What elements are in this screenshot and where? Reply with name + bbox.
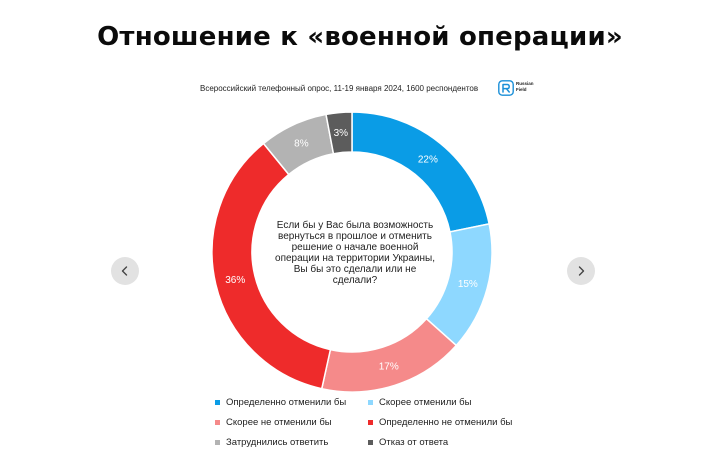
slice-value-label: 3% (334, 128, 349, 139)
legend-label: Определенно не отменили бы (379, 417, 513, 428)
center-line: Вы бы это сделали или не (293, 264, 417, 275)
center-line: вернуться в прошлое и отменить (278, 231, 432, 242)
slice-value-label: 36% (225, 275, 245, 286)
legend-swatch (368, 420, 373, 425)
legend-label: Скорее отменили бы (379, 397, 472, 408)
slice-value-label: 17% (379, 362, 399, 373)
russian-field-logo-icon (498, 80, 514, 96)
donut-slice (351, 111, 491, 233)
brand-logo: Russian Field (498, 80, 538, 98)
slice-value-label: 8% (294, 139, 309, 150)
brand-name-line1: Russian (516, 81, 534, 86)
legend-swatch (368, 400, 373, 405)
chart-title: Отношение к «военной операции» (97, 22, 623, 52)
legend-item: Определенно не отменили бы (368, 417, 512, 428)
donut-slice (211, 142, 332, 390)
legend-item: Скорее отменили бы (368, 397, 471, 408)
previous-slide-button[interactable] (111, 257, 139, 285)
chart-center-question: Если бы у Вас была возможность вернуться… (265, 220, 445, 286)
center-line: Если бы у Вас была возможность (276, 220, 434, 231)
center-line: операции на территории Украины, (275, 253, 435, 264)
slice-value-label: 22% (418, 155, 438, 166)
legend-item: Определенно отменили бы (215, 397, 346, 408)
center-line: сделали? (332, 275, 378, 286)
legend-item: Скорее не отменили бы (215, 417, 332, 428)
next-slide-button[interactable] (567, 257, 595, 285)
brand-name: Russian Field (516, 81, 534, 92)
slice-value-label: 15% (458, 279, 478, 290)
legend-swatch (215, 440, 220, 445)
legend-label: Отказ от ответа (379, 437, 449, 448)
legend-swatch (215, 400, 220, 405)
legend-label: Определенно отменили бы (226, 397, 347, 408)
subtitle-row: Всероссийский телефонный опрос, 11-19 ян… (0, 80, 720, 100)
chevron-right-icon (578, 266, 585, 276)
legend-label: Затруднились ответить (226, 437, 329, 448)
legend-swatch (368, 440, 373, 445)
legend-item: Затруднились ответить (215, 437, 328, 448)
donut-slice (325, 111, 353, 155)
legend-swatch (215, 420, 220, 425)
center-line: решение о начале военной (291, 242, 419, 253)
chart-legend: Определенно отменили бы Скорее отменили … (215, 397, 535, 467)
chart-subtitle: Всероссийский телефонный опрос, 11-19 ян… (200, 84, 479, 93)
chevron-left-icon (121, 266, 128, 276)
legend-label: Скорее не отменили бы (226, 417, 332, 428)
brand-name-line2: Field (516, 86, 527, 92)
legend-item: Отказ от ответа (368, 437, 448, 448)
donut-slice (320, 317, 458, 393)
